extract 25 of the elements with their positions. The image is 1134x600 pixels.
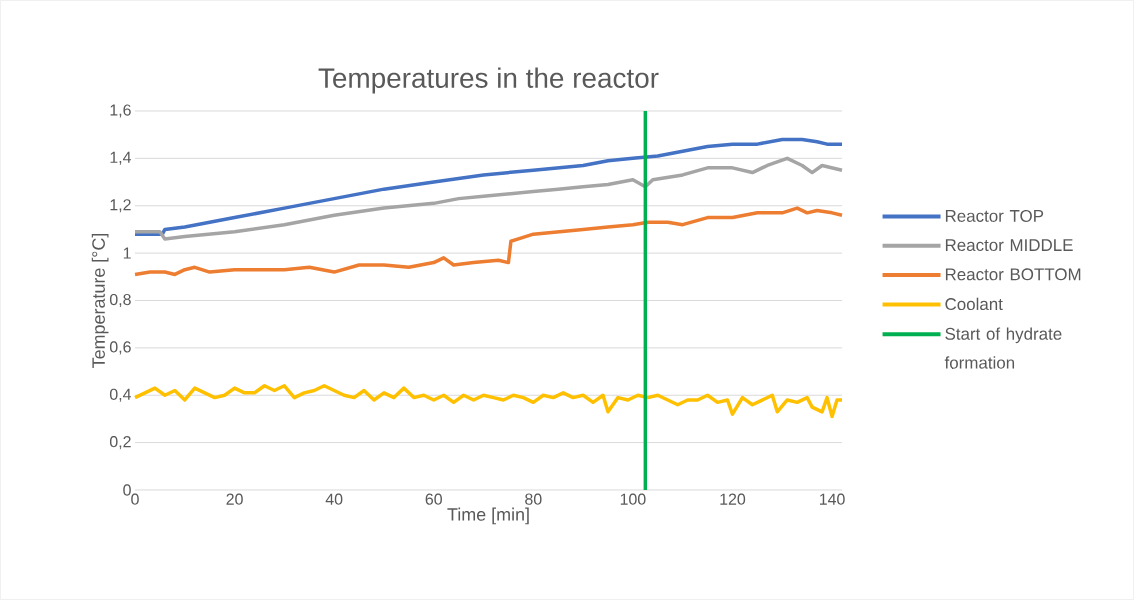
y-tick-label: 1,6 <box>110 104 131 118</box>
y-tick-label: 0,8 <box>109 293 131 308</box>
y-tick-label: 1 <box>123 247 131 259</box>
x-tick-label: 60 <box>425 493 442 505</box>
y-tick-label: 1,2 <box>110 199 131 213</box>
y-tick-label: 0,2 <box>109 436 131 450</box>
x-tick-label: 140 <box>819 493 845 505</box>
legend-label: Reactor MIDDLE <box>945 239 1073 252</box>
legend-label: Start of hydrate formation <box>944 327 1062 369</box>
y-axis-title: Temperature [°C] <box>91 233 109 368</box>
y-tick-label: 0,4 <box>109 388 132 402</box>
line-series <box>133 156 844 241</box>
y-tick-label: 1,4 <box>110 151 132 165</box>
y-tick-label: 0 <box>123 484 131 496</box>
legend-label: Reactor TOP <box>945 209 1044 222</box>
chart-title: Temperatures in the reactor <box>318 67 659 94</box>
legend-label: Coolant <box>945 297 1003 311</box>
legend-label: Reactor BOTTOM <box>945 268 1081 281</box>
x-tick-label: 120 <box>720 493 746 505</box>
x-tick-label: 100 <box>620 493 646 505</box>
x-axis-title: Time [min] <box>447 507 529 525</box>
x-tick-label: 20 <box>226 493 243 505</box>
x-tick-label: 80 <box>525 493 542 505</box>
y-tick-label: 0,6 <box>109 341 131 355</box>
x-tick-label: 40 <box>325 493 343 505</box>
